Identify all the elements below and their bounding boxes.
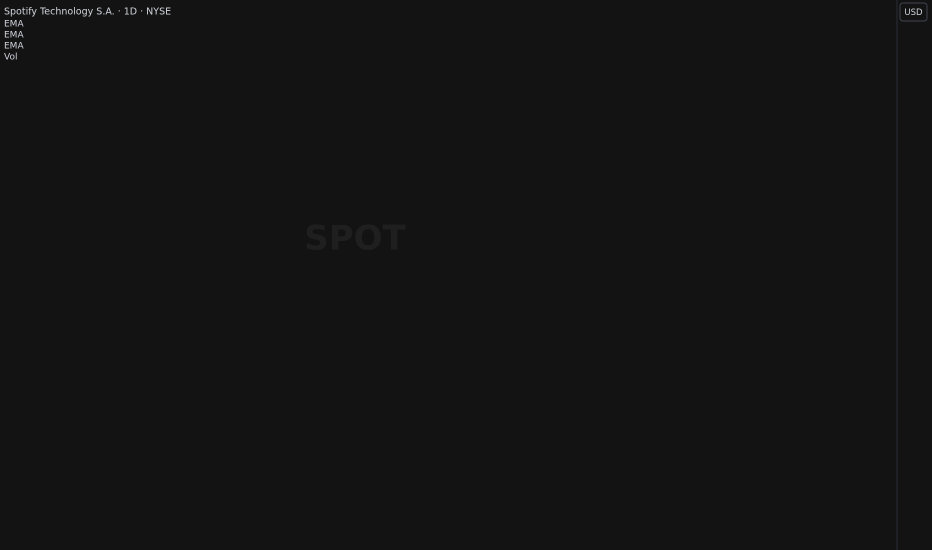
currency-button-frame[interactable] [899,2,928,22]
legend: Spotify Technology S.A. · 1D · NYSE EMA … [4,7,171,63]
chart-title: Spotify Technology S.A. · 1D · NYSE [4,7,171,18]
indicator-label: EMA [4,20,24,30]
watermark: SPOT [304,219,406,259]
currency-label[interactable]: USD [904,8,923,18]
indicator-label: Vol [4,53,17,63]
currency-button[interactable]: USD [899,2,928,22]
indicator-label: EMA [4,42,24,52]
indicator-label: EMA [4,31,24,41]
